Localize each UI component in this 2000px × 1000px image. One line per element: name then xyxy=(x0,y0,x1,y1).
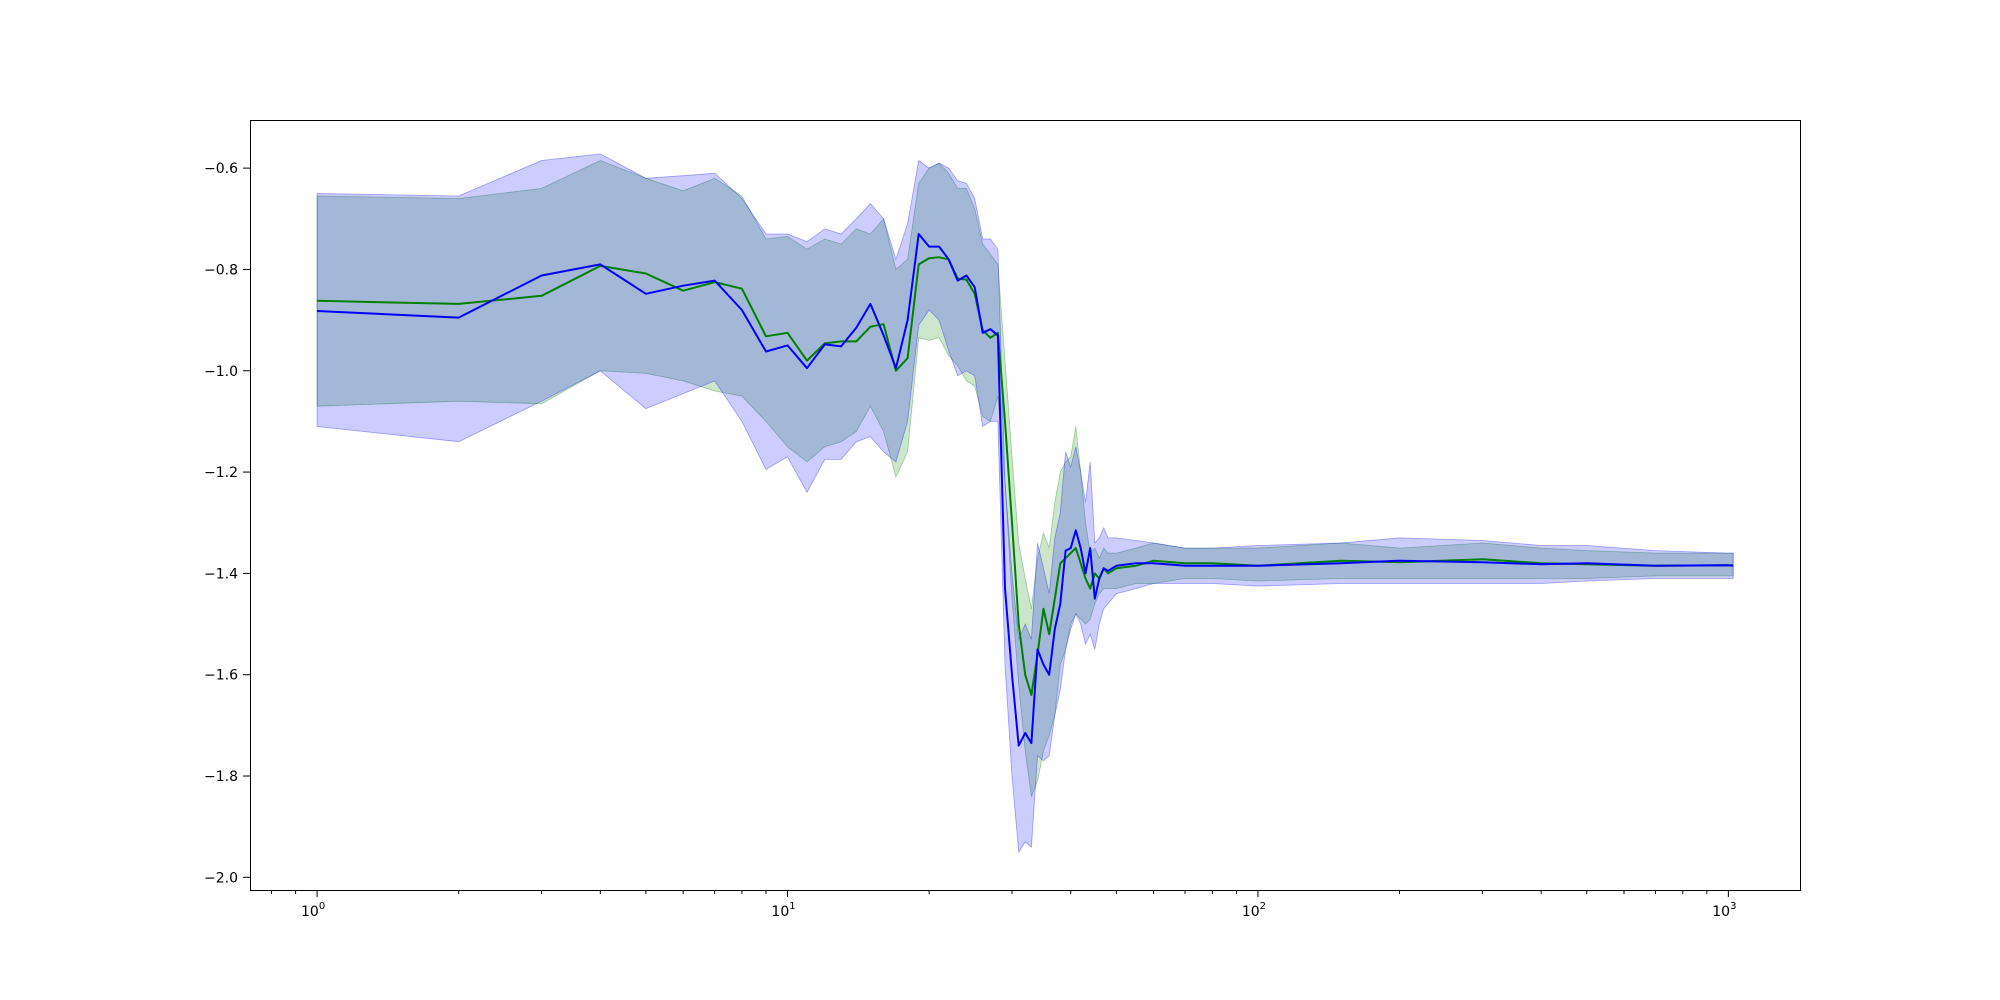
y-tick-label: −0.6 xyxy=(204,161,238,177)
x-tick-label: 100 xyxy=(301,901,325,920)
y-tick-label: −1.6 xyxy=(204,668,238,684)
series-1-band xyxy=(316,153,1734,854)
x-tick-label: 103 xyxy=(1712,901,1736,920)
series-0-band xyxy=(316,160,1734,798)
plot-frame xyxy=(250,120,1801,891)
y-tick-label: −1.0 xyxy=(204,364,238,380)
y-tick-label: −2.0 xyxy=(204,870,238,886)
series-lines xyxy=(317,233,1734,747)
y-axis: −0.6 −0.8 −1.0 −1.2 −1.4 −1.6 −1.8 −2.0 xyxy=(204,161,250,886)
x-tick-label: 101 xyxy=(771,901,795,920)
y-tick-label: −0.8 xyxy=(204,262,238,278)
x-tick-label: 102 xyxy=(1242,901,1266,920)
series-1-line xyxy=(317,233,1734,747)
y-tick-label: −1.8 xyxy=(204,769,238,785)
confidence-bands xyxy=(316,153,1734,854)
series-0-line xyxy=(317,256,1734,696)
y-tick-label: −1.2 xyxy=(204,465,238,481)
x-axis: 100 101 102 103 xyxy=(271,890,1736,920)
y-tick-label: −1.4 xyxy=(204,566,238,582)
